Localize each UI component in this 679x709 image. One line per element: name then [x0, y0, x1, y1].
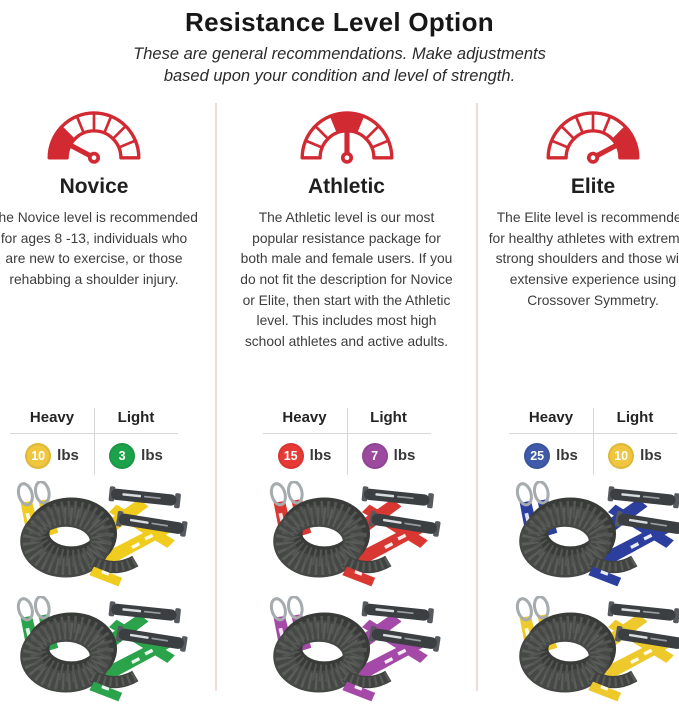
light-column-header: Light [593, 406, 677, 433]
unit-label: lbs [310, 447, 332, 464]
heavy-band-product-image [499, 481, 679, 594]
gauge-high-icon [537, 97, 649, 167]
page-title: Resistance Level Option [0, 7, 679, 38]
level-title-novice: Novice [60, 175, 129, 199]
unit-label: lbs [556, 447, 578, 464]
header: Resistance Level Option These are genera… [0, 0, 679, 88]
heavy-weight: 15 lbs [263, 434, 347, 479]
column-athletic: Athletic The Athletic level is our most … [216, 88, 477, 709]
heavy-weight-badge: 10 [25, 443, 51, 469]
light-weight-badge: 7 [362, 443, 388, 469]
carabiner-icon [16, 596, 51, 621]
levels-comparison: Novice The Novice level is recommended f… [0, 88, 679, 709]
light-band-product-image [499, 596, 679, 709]
level-description-athletic: The Athletic level is our most popular r… [238, 208, 456, 392]
heavy-band-product-image [0, 481, 188, 594]
carabiner-icon [269, 596, 304, 621]
light-band-product-image [0, 596, 188, 709]
page-subtitle: These are general recommendations. Make … [0, 44, 679, 88]
heavy-weight: 10 lbs [10, 434, 94, 479]
subtitle-line-2: based upon your condition and level of s… [164, 67, 515, 85]
resistance-level-infographic: Resistance Level Option These are genera… [0, 0, 679, 691]
light-weight: 7 lbs [347, 434, 431, 479]
heavy-band-product-image [253, 481, 441, 594]
weights-table-athletic: Heavy Light 15 lbs 7 lbs [263, 406, 431, 479]
light-weight: 3 lbs [94, 434, 178, 479]
light-column-header: Light [347, 406, 431, 433]
heavy-weight: 25 lbs [509, 434, 593, 479]
light-weight-badge: 3 [109, 443, 135, 469]
light-weight-badge: 10 [608, 443, 634, 469]
gauge-medium-icon [291, 97, 403, 167]
column-novice: Novice The Novice level is recommended f… [0, 88, 216, 709]
heavy-column-header: Heavy [10, 406, 94, 433]
heavy-column-header: Heavy [263, 406, 347, 433]
heavy-column-header: Heavy [509, 406, 593, 433]
unit-label: lbs [394, 447, 416, 464]
column-divider [476, 103, 478, 691]
weights-table-novice: Heavy Light 10 lbs 3 lbs [10, 406, 178, 479]
light-band-product-image [253, 596, 441, 709]
carabiner-icon [16, 481, 51, 506]
carabiner-icon [515, 481, 550, 506]
level-description-elite: The Elite level is recommended for healt… [488, 208, 679, 392]
unit-label: lbs [141, 447, 163, 464]
unit-label: lbs [57, 447, 79, 464]
carabiner-icon [515, 596, 550, 621]
subtitle-line-1: These are general recommendations. Make … [133, 45, 546, 63]
heavy-weight-badge: 25 [524, 443, 550, 469]
gauge-low-icon [38, 97, 150, 167]
weights-table-elite: Heavy Light 25 lbs 10 lbs [509, 406, 677, 479]
light-column-header: Light [94, 406, 178, 433]
carabiner-icon [269, 481, 304, 506]
level-description-novice: The Novice level is recommended for ages… [0, 208, 199, 392]
level-title-elite: Elite [571, 175, 615, 199]
light-weight: 10 lbs [593, 434, 677, 479]
table-vertical-divider [593, 408, 594, 475]
table-vertical-divider [94, 408, 95, 475]
unit-label: lbs [640, 447, 662, 464]
column-elite: Elite The Elite level is recommended for… [477, 88, 679, 709]
column-divider [215, 103, 217, 691]
table-vertical-divider [347, 408, 348, 475]
heavy-weight-badge: 15 [278, 443, 304, 469]
level-title-athletic: Athletic [308, 175, 385, 199]
